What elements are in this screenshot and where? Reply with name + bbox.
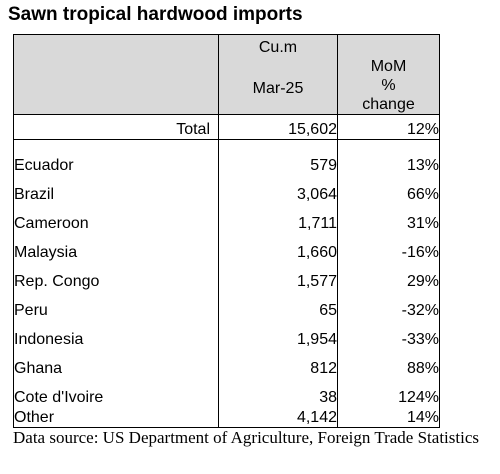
table-row: Cameroon 1,711 31%	[13, 204, 440, 233]
mom-label: MoM	[370, 58, 407, 75]
volume-column-header: Cu.m Mar-25	[218, 34, 338, 115]
table-row: Brazil 3,064 66%	[13, 175, 440, 204]
volume-cell: 1,954	[218, 320, 338, 349]
country-name: Cameroon	[13, 204, 219, 233]
country-name: Ghana	[13, 349, 219, 378]
total-change: 12%	[337, 114, 440, 140]
country-name: Other	[13, 407, 219, 428]
mom-column-header: MoM % change	[337, 34, 440, 115]
imports-table: Cu.m Mar-25 MoM % change Total 15,602 12…	[13, 34, 440, 428]
change-cell: -16%	[337, 233, 440, 262]
change-cell: 124%	[337, 378, 440, 407]
table-row: Malaysia 1,660 -16%	[13, 233, 440, 262]
table-row: Indonesia 1,954 -33%	[13, 320, 440, 349]
change-cell: -32%	[337, 291, 440, 320]
table-row: Other 4,142 14%	[13, 407, 440, 428]
volume-cell: 38	[218, 378, 338, 407]
country-name: Brazil	[13, 175, 219, 204]
table-header-row: Cu.m Mar-25 MoM % change	[13, 34, 440, 115]
change-cell: 31%	[337, 204, 440, 233]
table-row: Peru 65 -32%	[13, 291, 440, 320]
volume-cell: 812	[218, 349, 338, 378]
change-cell: 29%	[337, 262, 440, 291]
change-cell: 13%	[337, 139, 440, 175]
volume-cell: 1,711	[218, 204, 338, 233]
country-name: Peru	[13, 291, 219, 320]
country-name: Malaysia	[13, 233, 219, 262]
table-row: Cote d'Ivoire 38 124%	[13, 378, 440, 407]
country-column-header	[13, 34, 219, 115]
table-title: Sawn tropical hardwood imports	[8, 4, 303, 25]
country-name: Indonesia	[13, 320, 219, 349]
volume-cell: 4,142	[218, 407, 338, 428]
percent-label: %	[381, 77, 396, 94]
table-row: Ghana 812 88%	[13, 349, 440, 378]
volume-cell: 1,577	[218, 262, 338, 291]
country-name: Cote d'Ivoire	[13, 378, 219, 407]
table-row: Rep. Congo 1,577 29%	[13, 262, 440, 291]
volume-cell: 1,660	[218, 233, 338, 262]
volume-cell: 3,064	[218, 175, 338, 204]
change-cell: -33%	[337, 320, 440, 349]
table-row: Ecuador 579 13%	[13, 139, 440, 175]
country-rows: Ecuador 579 13% Brazil 3,064 66% Cameroon 1,711…	[13, 139, 440, 428]
total-label: Total	[13, 114, 219, 140]
volume-cell: 579	[218, 139, 338, 175]
country-name: Ecuador	[13, 139, 219, 175]
total-row: Total 15,602 12%	[13, 114, 440, 140]
total-volume: 15,602	[218, 114, 338, 140]
change-cell: 66%	[337, 175, 440, 204]
change-label: change	[362, 96, 415, 113]
volume-unit-label: Cu.m	[258, 39, 298, 56]
country-name: Rep. Congo	[13, 262, 219, 291]
change-cell: 88%	[337, 349, 440, 378]
volume-period-label: Mar-25	[252, 80, 304, 97]
volume-cell: 65	[218, 291, 338, 320]
data-source-note: Data source: US Department of Agricultur…	[13, 428, 479, 447]
change-cell: 14%	[337, 407, 440, 428]
